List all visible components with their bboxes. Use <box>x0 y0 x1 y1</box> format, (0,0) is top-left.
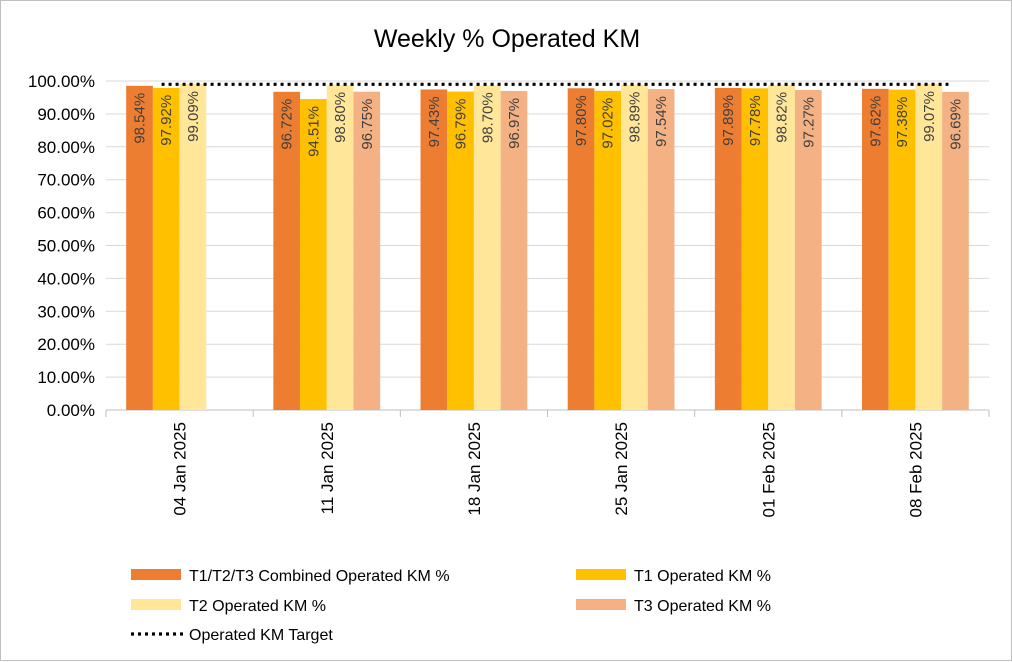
data-label: 96.75% <box>359 99 376 150</box>
bar <box>888 89 916 410</box>
data-label: 99.07% <box>921 91 938 142</box>
data-label: 99.09% <box>185 91 202 142</box>
bar <box>741 88 769 410</box>
legend-label: Operated KM Target <box>189 627 333 644</box>
bar <box>273 91 301 410</box>
y-tick-label: 50.00% <box>37 237 95 256</box>
data-label: 97.43% <box>426 96 443 147</box>
bar <box>647 89 675 411</box>
data-label: 97.54% <box>653 96 670 147</box>
bar <box>862 88 889 410</box>
y-tick-label: 0.00% <box>47 401 95 420</box>
bar <box>500 90 528 411</box>
y-tick-label: 70.00% <box>37 171 95 190</box>
data-label: 96.69% <box>947 99 964 150</box>
bar <box>794 89 822 411</box>
data-label: 98.54% <box>132 93 149 144</box>
legend: T1/T2/T3 Combined Operated KM % T1 Operat… <box>131 568 771 644</box>
bar <box>714 87 742 411</box>
data-label: 96.79% <box>453 99 470 150</box>
legend-swatch <box>576 569 626 580</box>
y-tick-label: 60.00% <box>37 204 95 223</box>
x-tick-label: 04 Jan 2025 <box>171 422 190 516</box>
data-label: 94.51% <box>305 106 322 157</box>
bar <box>326 84 354 410</box>
legend-swatch <box>576 599 626 610</box>
bar <box>353 91 381 410</box>
data-label: 97.38% <box>894 97 911 148</box>
data-label: 97.80% <box>573 95 590 146</box>
bar <box>473 85 501 410</box>
bar <box>152 87 180 410</box>
legend-label: T3 Operated KM % <box>634 598 771 615</box>
data-label: 98.82% <box>774 92 791 143</box>
bar <box>420 89 448 411</box>
y-tick-label: 20.00% <box>37 335 95 354</box>
bar <box>915 84 943 411</box>
data-label: 97.89% <box>720 95 737 146</box>
gridlines <box>106 80 989 378</box>
bar <box>621 84 648 410</box>
y-tick-label: 80.00% <box>37 138 95 157</box>
y-tick-label: 40.00% <box>37 269 95 288</box>
bar <box>567 88 595 410</box>
data-label: 98.89% <box>626 92 643 143</box>
x-tick-label: 25 Jan 2025 <box>612 422 631 516</box>
y-tick-label: 100.00% <box>28 72 95 91</box>
bar <box>300 99 327 410</box>
data-label: 97.78% <box>747 95 764 146</box>
legend-swatch <box>131 599 181 610</box>
bar <box>126 85 153 410</box>
legend-swatch <box>131 569 181 580</box>
bar <box>768 84 795 410</box>
axes: 0.00% 10.00% 20.00% 30.00% 40.00% 50.00% 60.00… <box>28 72 990 517</box>
x-tick-label: 11 Jan 2025 <box>318 422 337 514</box>
x-tick-label: 18 Jan 2025 <box>465 422 484 516</box>
data-labels: 98.54% 97.92% 99.09% 96.72% 94.51% 98.80% 96.7… <box>132 91 965 157</box>
legend-label: T2 Operated KM % <box>189 598 326 615</box>
bar <box>179 83 207 410</box>
legend-label: T1/T2/T3 Combined Operated KM % <box>189 568 450 585</box>
data-label: 97.92% <box>158 95 175 146</box>
y-tick-label: 10.00% <box>37 368 95 387</box>
data-label: 98.70% <box>479 92 496 143</box>
bar <box>942 91 969 411</box>
data-label: 98.80% <box>332 92 349 143</box>
data-label: 97.62% <box>867 96 884 147</box>
data-label: 97.02% <box>600 98 617 149</box>
chart-title: Weekly % Operated KM <box>374 25 640 53</box>
y-tick-label: 90.00% <box>37 105 95 124</box>
data-label: 96.72% <box>279 99 296 150</box>
bars <box>126 83 969 411</box>
bar <box>594 90 622 410</box>
bar <box>447 91 474 410</box>
legend-label: T1 Operated KM % <box>634 568 771 585</box>
x-tick-label: 01 Feb 2025 <box>759 422 778 517</box>
data-label: 97.27% <box>800 97 817 148</box>
y-tick-label: 30.00% <box>37 302 95 321</box>
data-label: 96.97% <box>506 98 523 149</box>
x-tick-label: 08 Feb 2025 <box>906 422 925 517</box>
